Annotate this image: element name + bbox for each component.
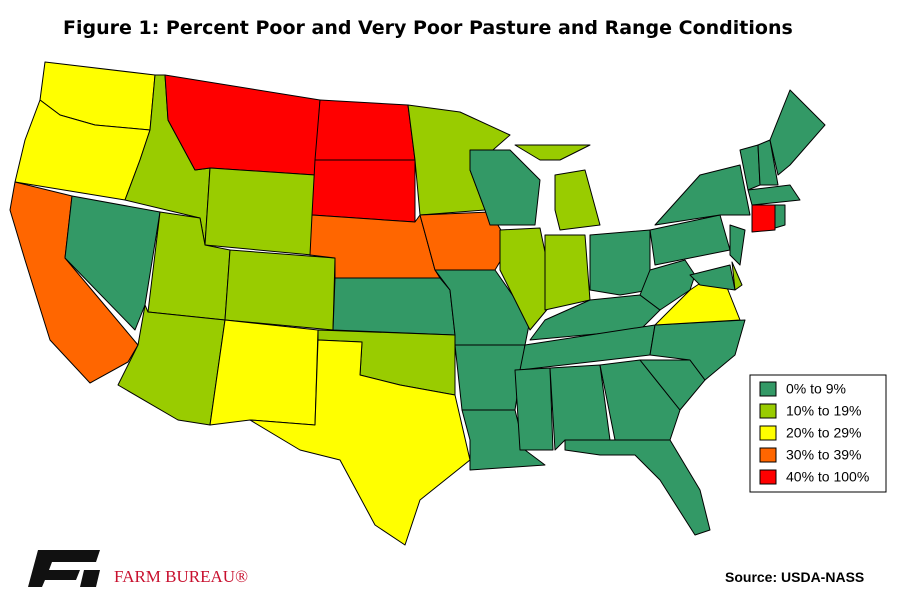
state: [314, 99, 416, 161]
state: [757, 139, 779, 186]
title: Figure 1: Percent Poor and Very Poor Pas…: [63, 17, 793, 39]
state: [544, 234, 591, 311]
legend-label: 10% to 19%: [786, 403, 862, 419]
state: [461, 409, 546, 471]
legend-swatch: [759, 469, 777, 485]
state: [499, 227, 556, 331]
legend-label: 0% to 9%: [786, 381, 846, 397]
logo-text: FARM BUREAU®: [114, 567, 248, 586]
legend-label: 40% to 100%: [786, 469, 869, 485]
state: [224, 249, 336, 331]
state: [249, 339, 471, 546]
legend: 0% to 9% 10% to 19% 20% to 29% 30% to 39% 40…: [759, 381, 869, 485]
state: [654, 164, 751, 226]
us-map: [9, 61, 826, 546]
state: [769, 89, 826, 176]
legend-label: 30% to 39%: [786, 447, 862, 463]
state: [589, 229, 651, 296]
state: [549, 364, 611, 451]
state: [332, 277, 456, 336]
legend-label: 20% to 29%: [786, 425, 862, 441]
state: [204, 167, 316, 256]
source: Source: USDA-NASS: [725, 569, 864, 585]
state: [514, 144, 591, 161]
state: [599, 359, 681, 441]
state: [209, 319, 319, 426]
legend-swatch: [759, 381, 777, 397]
state: [731, 261, 743, 291]
legend-swatch: [759, 425, 777, 441]
logo: FARM BUREAU®: [28, 550, 248, 587]
state: [554, 169, 601, 231]
state: [64, 195, 161, 331]
state: [774, 204, 786, 229]
legend-swatch: [759, 403, 777, 419]
state: [747, 184, 801, 206]
state: [469, 149, 541, 226]
state: [729, 224, 746, 266]
state: [454, 344, 526, 411]
state: [311, 159, 416, 223]
state: [514, 367, 554, 451]
legend-swatch: [759, 447, 777, 463]
state: [564, 439, 711, 536]
state: [751, 204, 776, 233]
